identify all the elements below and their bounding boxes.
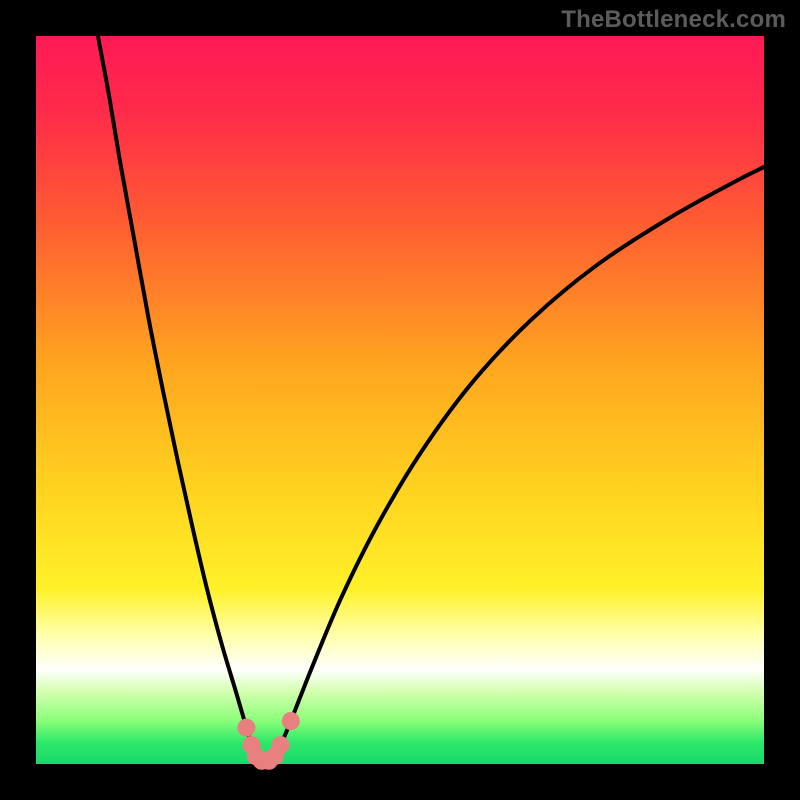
bottleneck-marker xyxy=(282,713,299,730)
gradient-panel xyxy=(36,36,764,764)
bottleneck-marker xyxy=(238,719,255,736)
chart-stage: TheBottleneck.com xyxy=(0,0,800,800)
chart-svg xyxy=(0,0,800,800)
watermark-text: TheBottleneck.com xyxy=(561,6,786,34)
bottleneck-marker xyxy=(272,737,289,754)
